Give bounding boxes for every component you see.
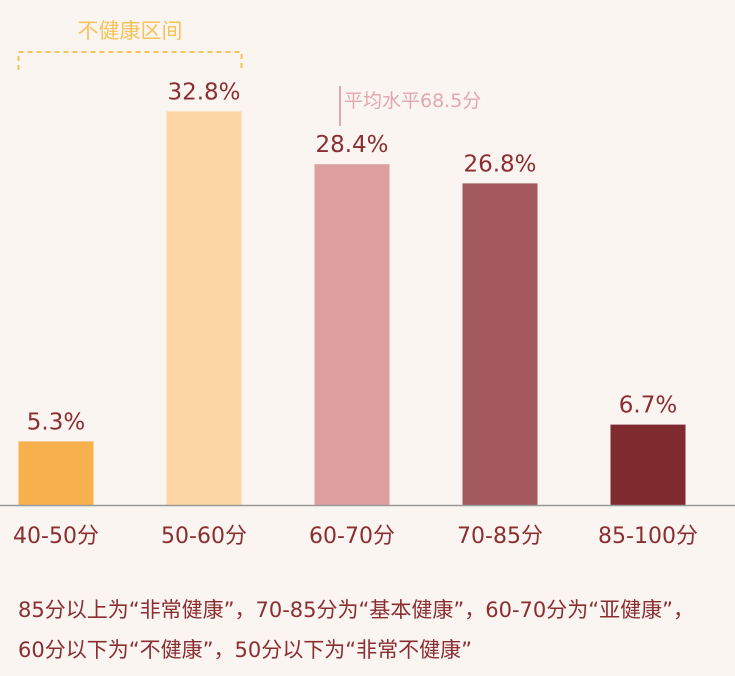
x-tick-label-0: 40-50分 [13,524,99,549]
unhealthy-range-bracket [17,51,243,70]
x-tick-label-4: 85-100分 [598,524,698,549]
x-tick-label-2: 60-70分 [309,524,395,549]
value-labels: 5.3% 32.8% 28.4% 26.8% 6.7% [27,79,677,435]
bar-3 [462,183,538,505]
footnote: 85分以上为“非常健康”，70-85分为“基本健康”，60-70分为“亚健康”，… [18,598,695,662]
bar-2 [314,164,390,505]
value-label-4: 6.7% [619,393,677,419]
x-tick-label-3: 70-85分 [457,524,543,549]
x-tick-label-1: 50-60分 [161,524,247,549]
average-label: 平均水平68.5分 [344,90,481,112]
value-label-3: 26.8% [463,151,536,177]
bar-chart: 5.3% 32.8% 28.4% 26.8% 6.7% 40-50分 50-60分 60-7… [0,19,735,549]
unhealthy-range-label: 不健康区间 [78,19,183,43]
value-label-1: 32.8% [167,79,240,105]
bar-4 [610,424,686,505]
unhealthy-range-annotation: 不健康区间 [17,19,243,70]
bar-0 [18,441,94,505]
value-label-0: 5.3% [27,409,85,435]
value-label-2: 28.4% [315,132,388,158]
bars [18,111,686,506]
x-tick-labels: 40-50分 50-60分 60-70分 70-85分 85-100分 [13,524,698,549]
average-annotation: 平均水平68.5分 [339,86,481,126]
bar-1 [166,111,242,506]
